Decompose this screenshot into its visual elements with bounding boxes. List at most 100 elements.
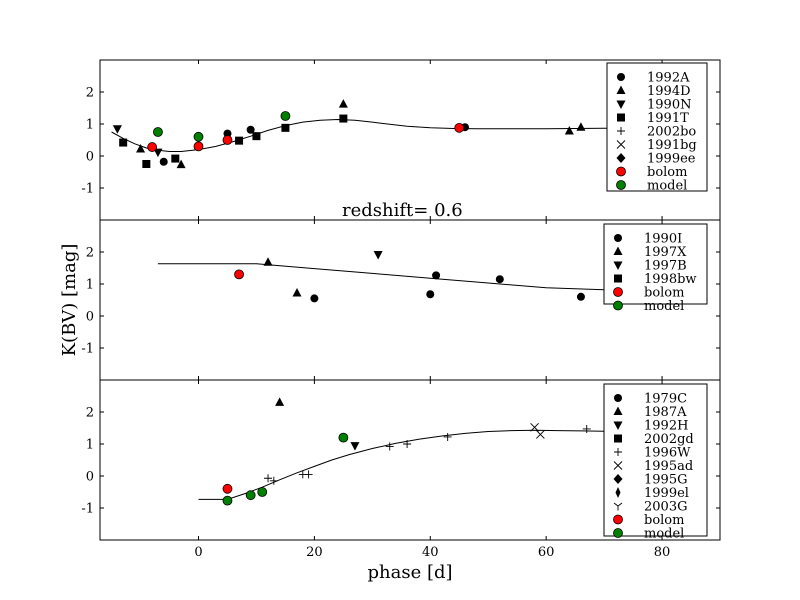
point-1991T	[281, 123, 290, 132]
legend-label-bolom: bolom	[647, 165, 687, 180]
legend-label-1997B: 1997B	[644, 259, 687, 274]
y-tick-label: 0	[86, 310, 94, 325]
point-1994D	[136, 143, 146, 153]
point-1990N	[153, 148, 163, 158]
point-model	[257, 487, 268, 497]
point-1994D	[564, 126, 574, 135]
panel-3: 210-11979C1987A1992H2002gd1996W1995ad199…	[81, 379, 721, 542]
y-tick-label: -1	[81, 342, 94, 357]
y-axis-title: K(BV) [mag]	[59, 244, 80, 357]
point-bolom	[193, 141, 204, 152]
point-1991T	[142, 160, 151, 168]
point-1996W	[443, 432, 452, 441]
point-1997X	[263, 257, 273, 266]
legend-marker-2002gd	[614, 434, 622, 443]
legend-label-1991bg: 1991bg	[647, 138, 697, 153]
legend-marker-1991T	[617, 113, 625, 122]
point-1996W	[403, 440, 412, 448]
legend-marker-1995ad	[613, 461, 623, 470]
legend-marker-1999el	[615, 487, 621, 498]
legend-label-1999ee: 1999ee	[647, 152, 696, 167]
legend: 1992A1994D1990N1991T2002bo1991bg1999eebo…	[606, 62, 708, 194]
model-curve	[157, 263, 625, 291]
point-1997B	[373, 251, 383, 260]
x-tick-label: 80	[654, 545, 671, 560]
legend-label-bolom: bolom	[644, 286, 684, 301]
legend-marker-1991bg	[616, 140, 626, 149]
legend-marker-1992H	[613, 421, 623, 430]
legend-marker-1996W	[614, 448, 622, 456]
data-points	[112, 99, 586, 169]
legend-marker-2002bo	[617, 127, 625, 135]
panel-1: 2 1 0 -1 1992A1994D1990N1991T2002bo1991bg199…	[81, 59, 721, 221]
legend-marker-model	[613, 528, 623, 538]
point-1994D	[176, 159, 186, 169]
y-tick-label: 1	[86, 118, 94, 133]
legend-label-model: model	[644, 527, 684, 542]
point-1995ad	[536, 430, 545, 439]
legend-label-2002bo: 2002bo	[647, 125, 696, 140]
legend-label-1995G: 1995G	[644, 473, 687, 488]
point-1990I	[310, 294, 319, 303]
point-1996W	[304, 470, 313, 479]
legend-marker-model	[616, 180, 626, 190]
point-1990I	[576, 292, 585, 301]
point-bolom	[222, 483, 233, 494]
y-tick-label: -1	[81, 182, 94, 197]
point-1992A	[246, 125, 255, 134]
legend-marker-1995G	[613, 474, 623, 484]
point-model	[222, 495, 233, 506]
legend-marker-1992A	[617, 73, 625, 81]
legend-label-1999el: 1999el	[644, 486, 689, 501]
x-tick-label: 0	[194, 545, 202, 560]
y-tick-label: 0	[86, 150, 94, 165]
point-1991T	[235, 136, 244, 145]
point-bolom	[147, 142, 158, 152]
legend-marker-model	[613, 300, 623, 311]
model-curve	[198, 429, 625, 500]
axes-frame	[99, 379, 721, 541]
point-1991T	[339, 114, 348, 123]
x-tick-label: 40	[422, 545, 439, 560]
legend-label-1979C: 1979C	[644, 392, 687, 407]
legend-label-2003G: 2003G	[644, 500, 687, 515]
point-model	[338, 432, 349, 443]
legend-label-1987A: 1987A	[644, 405, 687, 420]
point-1991T	[171, 154, 180, 163]
legend-marker-bolom	[613, 287, 623, 297]
legend-label-1992H: 1992H	[644, 419, 688, 434]
legend-label-1991T: 1991T	[647, 111, 689, 126]
point-1996W	[264, 474, 273, 483]
legend-label-model: model	[644, 299, 684, 314]
point-1991T	[119, 138, 128, 147]
y-tick-label: 1	[86, 438, 94, 453]
point-1996W	[582, 424, 591, 433]
point-model	[153, 127, 163, 137]
point-1991T	[252, 132, 261, 141]
y-tick-label: 2	[86, 246, 94, 261]
point-1994D	[338, 99, 348, 108]
legend-label-1994D: 1994D	[647, 84, 691, 99]
legend-label-1990I: 1990I	[644, 232, 682, 247]
legend-label-1990N: 1990N	[647, 98, 691, 113]
legend-marker-1987A	[613, 406, 623, 415]
point-1992H	[350, 442, 360, 451]
y-tick-label: 1	[86, 278, 94, 293]
point-model	[280, 111, 291, 121]
point-1990I	[495, 275, 504, 284]
legend-box	[603, 383, 708, 537]
point-1994D	[576, 122, 586, 131]
legend-label-model: model	[647, 179, 687, 194]
y-tick-label: 2	[86, 406, 94, 421]
legend-marker-1998bw	[614, 274, 622, 283]
legend-label-1997X: 1997X	[644, 245, 687, 260]
y-tick-label: 0	[86, 470, 94, 485]
y-tick-label: 2	[86, 86, 94, 101]
x-tick-label: 60	[538, 545, 555, 560]
legend-marker-bolom	[616, 166, 626, 177]
point-1987A	[275, 397, 285, 406]
legend-label-bolom: bolom	[644, 513, 684, 528]
